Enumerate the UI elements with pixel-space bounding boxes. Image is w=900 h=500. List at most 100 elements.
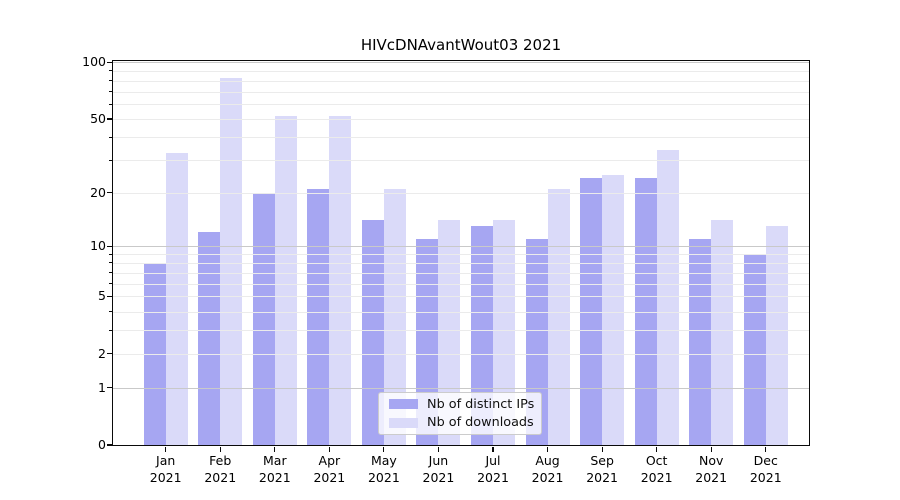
bar-downloads-aug — [547, 188, 570, 445]
bar-distinct-ips-dec — [743, 254, 766, 445]
x-tick-label-aug: Aug 2021 — [531, 453, 564, 485]
bar-distinct-ips-nov — [689, 238, 712, 445]
legend-swatch-downloads — [389, 417, 418, 428]
bar-downloads-may — [383, 188, 406, 445]
gridline-minor-2 — [113, 353, 809, 355]
y-minor-tick-mark-40 — [108, 136, 112, 138]
y-tick-label-20: 20 — [90, 184, 106, 200]
gridline-minor-70 — [113, 91, 809, 93]
y-tick-label-10: 10 — [90, 238, 106, 254]
x-tick-mark-dec — [765, 446, 767, 452]
y-tick-label-100: 100 — [82, 54, 106, 70]
gridline-minor-3 — [113, 330, 809, 332]
x-tick-label-mar: Mar 2021 — [258, 453, 291, 485]
y-tick-mark-0 — [106, 444, 112, 446]
x-tick-label-apr: Apr 2021 — [313, 453, 346, 485]
x-tick-label-nov: Nov 2021 — [695, 453, 728, 485]
legend-label-distinct-ips: Nb of distinct IPs — [427, 396, 535, 412]
x-tick-label-dec: Dec 2021 — [749, 453, 782, 485]
bar-distinct-ips-may — [361, 220, 384, 445]
y-tick-mark-5 — [106, 295, 112, 297]
x-tick-mark-jun — [437, 446, 440, 452]
gridline-minor-50 — [113, 118, 809, 120]
x-tick-mark-sep — [601, 446, 603, 452]
x-tick-label-sep: Sep 2021 — [586, 453, 618, 485]
bar-distinct-ips-feb — [198, 232, 221, 445]
y-tick-label-0: 0 — [98, 437, 106, 452]
gridline-major-10 — [113, 246, 809, 248]
bar-downloads-sep — [602, 174, 625, 445]
y-minor-tick-mark-6 — [108, 283, 112, 285]
gridline-minor-7 — [113, 272, 809, 274]
gridline-minor-90 — [113, 70, 809, 72]
x-tick-mark-oct — [656, 446, 658, 452]
gridline-major-1 — [113, 387, 809, 389]
y-minor-tick-mark-4 — [108, 311, 112, 313]
legend-entry-downloads: Nb of downloads — [387, 414, 534, 433]
y-tick-label-50: 50 — [90, 110, 106, 126]
x-tick-label-feb: Feb 2021 — [204, 453, 237, 485]
y-minor-tick-mark-60 — [108, 103, 112, 105]
gridline-minor-5 — [113, 296, 809, 298]
y-minor-tick-mark-30 — [108, 159, 112, 161]
x-tick-mark-mar — [274, 446, 276, 452]
y-minor-tick-mark-70 — [108, 91, 112, 93]
y-tick-label-2: 2 — [98, 345, 106, 361]
y-tick-label-5: 5 — [98, 288, 106, 304]
bar-downloads-feb — [220, 77, 243, 445]
bar-downloads-jan — [165, 152, 188, 445]
x-tick-mark-apr — [328, 446, 330, 452]
gridline-minor-4 — [113, 311, 809, 313]
gridline-minor-40 — [113, 137, 809, 139]
bar-distinct-ips-jul — [471, 226, 493, 445]
bar-downloads-jul — [493, 220, 515, 445]
x-tick-mark-nov — [710, 446, 712, 452]
y-tick-mark-2 — [106, 353, 112, 355]
y-tick-mark-50 — [106, 118, 112, 120]
plot-area — [113, 61, 809, 445]
x-tick-label-jul: Jul 2021 — [477, 453, 509, 485]
x-tick-mark-feb — [219, 446, 221, 452]
x-tick-label-jan: Jan 2021 — [149, 453, 182, 485]
bar-downloads-mar — [274, 115, 297, 445]
legend: Nb of distinct IPs Nb of downloads — [378, 392, 542, 435]
x-tick-mark-may — [383, 446, 385, 452]
bar-downloads-dec — [765, 226, 788, 445]
bar-distinct-ips-mar — [252, 192, 275, 445]
x-tick-mark-jul — [492, 446, 494, 452]
gridline-minor-30 — [113, 160, 809, 162]
y-tick-mark-1 — [106, 386, 112, 389]
x-tick-mark-aug — [546, 446, 549, 452]
x-tick-label-oct: Oct 2021 — [640, 453, 673, 485]
bar-downloads-apr — [329, 115, 352, 445]
gridline-minor-6 — [113, 283, 809, 285]
x-tick-label-may: May 2021 — [367, 453, 400, 485]
y-minor-tick-mark-7 — [108, 272, 112, 274]
gridline-major-100 — [113, 62, 809, 64]
y-tick-mark-20 — [106, 191, 112, 194]
y-minor-tick-mark-8 — [108, 262, 112, 264]
y-tick-label-1: 1 — [98, 379, 106, 395]
legend-label-downloads: Nb of downloads — [427, 415, 534, 431]
gridline-minor-60 — [113, 104, 809, 106]
y-minor-tick-mark-3 — [108, 329, 112, 331]
x-tick-label-jun: Jun 2021 — [422, 453, 455, 485]
y-minor-tick-mark-80 — [108, 80, 112, 82]
bar-downloads-nov — [711, 220, 734, 445]
y-minor-tick-mark-9 — [108, 253, 112, 255]
gridline-minor-80 — [113, 80, 809, 82]
bar-downloads-oct — [656, 150, 679, 445]
bar-downloads-jun — [438, 220, 461, 445]
bar-distinct-ips-apr — [307, 188, 330, 445]
gridline-minor-9 — [113, 254, 809, 256]
legend-swatch-distinct-ips — [389, 399, 418, 410]
x-tick-mark-jan — [165, 446, 167, 452]
y-minor-tick-mark-90 — [108, 70, 112, 72]
y-tick-mark-100 — [106, 61, 112, 63]
legend-entry-distinct-ips: Nb of distinct IPs — [387, 395, 535, 414]
gridline-minor-20 — [113, 192, 809, 194]
gridline-minor-8 — [113, 262, 809, 264]
y-tick-mark-10 — [106, 245, 112, 247]
chart-title: HIVcDNAvantWout03 2021 — [360, 36, 562, 54]
